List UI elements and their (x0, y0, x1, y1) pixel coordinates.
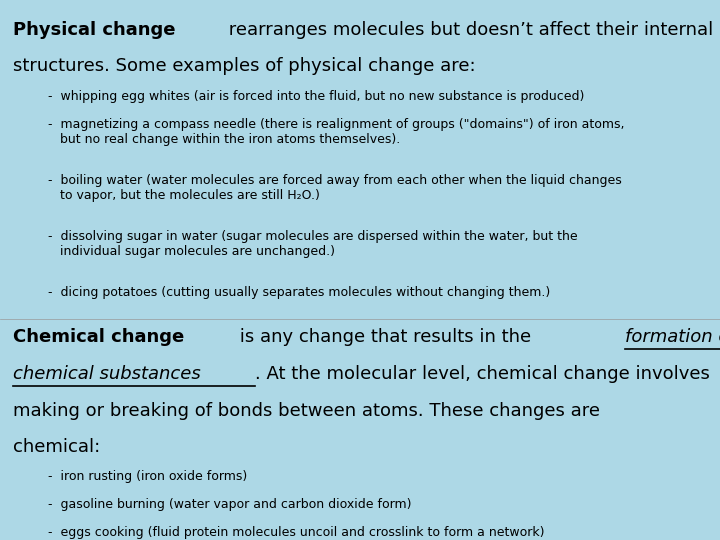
Text: formation of new: formation of new (625, 328, 720, 346)
Text: . At the molecular level, chemical change involves: . At the molecular level, chemical chang… (255, 365, 710, 383)
Text: chemical substances: chemical substances (13, 365, 201, 383)
Text: Physical change: Physical change (13, 21, 176, 38)
Text: -  dissolving sugar in water (sugar molecules are dispersed within the water, bu: - dissolving sugar in water (sugar molec… (48, 230, 577, 258)
Text: chemical:: chemical: (13, 438, 100, 456)
Text: structures. Some examples of physical change are:: structures. Some examples of physical ch… (13, 57, 476, 75)
Text: -  eggs cooking (fluid protein molecules uncoil and crosslink to form a network): - eggs cooking (fluid protein molecules … (48, 526, 544, 539)
Text: making or breaking of bonds between atoms. These changes are: making or breaking of bonds between atom… (13, 402, 600, 420)
Text: is any change that results in the: is any change that results in the (234, 328, 537, 346)
Text: -  magnetizing a compass needle (there is realignment of groups ("domains") of i: - magnetizing a compass needle (there is… (48, 118, 624, 146)
Text: Chemical change: Chemical change (13, 328, 184, 346)
Text: rearranges molecules but doesn’t affect their internal: rearranges molecules but doesn’t affect … (222, 21, 713, 38)
Text: -  dicing potatoes (cutting usually separates molecules without changing them.): - dicing potatoes (cutting usually separ… (48, 286, 550, 299)
Text: -  iron rusting (iron oxide forms): - iron rusting (iron oxide forms) (48, 470, 247, 483)
Text: -  whipping egg whites (air is forced into the fluid, but no new substance is pr: - whipping egg whites (air is forced int… (48, 90, 584, 103)
Text: -  boiling water (water molecules are forced away from each other when the liqui: - boiling water (water molecules are for… (48, 174, 621, 202)
Text: -  gasoline burning (water vapor and carbon dioxide form): - gasoline burning (water vapor and carb… (48, 498, 411, 511)
